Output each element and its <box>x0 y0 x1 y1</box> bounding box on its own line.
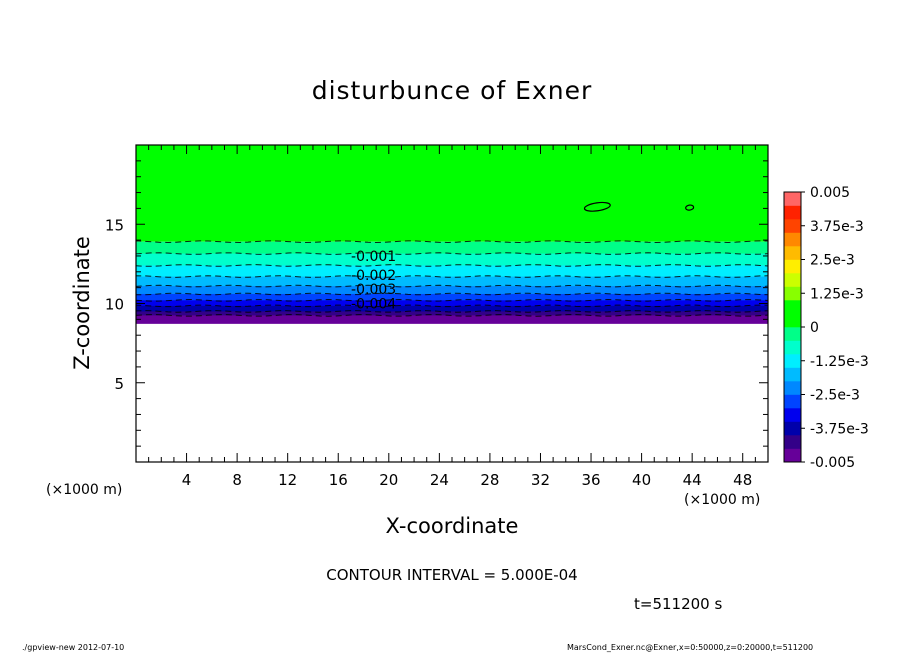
colorbar-swatch <box>784 448 801 463</box>
x-tick-label: 36 <box>581 471 600 489</box>
x-axis-label: X-coordinate <box>385 514 519 538</box>
colorbar-tick-label: -3.75e-3 <box>810 421 869 437</box>
x-tick-label: 44 <box>683 471 702 489</box>
band-fill <box>136 286 768 295</box>
y-tick-label: 5 <box>114 375 124 393</box>
contour-line <box>135 264 769 267</box>
colorbar-swatch <box>784 354 801 368</box>
x-tick-label: 20 <box>379 471 398 489</box>
colorbar-tick-label: 1.25e-3 <box>810 286 864 302</box>
band-fill <box>136 319 768 324</box>
band-fill-top <box>136 145 768 242</box>
colorbar-swatch <box>784 367 801 382</box>
colorbar-swatch <box>784 300 801 314</box>
x-tick-label: 40 <box>632 471 651 489</box>
colorbar-swatch <box>784 327 801 341</box>
band-fill <box>136 305 768 312</box>
colorbar-tick-label: 2.5e-3 <box>810 253 855 269</box>
colorbar-swatch <box>784 246 801 260</box>
contour-label: -0.001 <box>351 249 396 265</box>
colorbar-tick-label: -1.25e-3 <box>810 354 869 370</box>
x-axis-unit: (×1000 m) <box>46 482 123 498</box>
colorbar-swatch <box>784 381 801 395</box>
band-fill <box>136 311 768 316</box>
time-label: t=511200 s <box>634 595 723 613</box>
colorbar-swatch <box>784 394 801 409</box>
band-fill <box>136 300 768 307</box>
y-tick-label: 10 <box>105 296 124 314</box>
contour-line <box>135 299 769 302</box>
band-fill <box>136 253 768 266</box>
colorbar-x-unit: (×1000 m) <box>684 492 761 508</box>
colorbar-swatch <box>784 192 801 206</box>
contour-label: -0.003 <box>351 282 396 298</box>
contour-label: -0.004 <box>351 297 396 313</box>
contour-line <box>135 240 769 243</box>
contour-line <box>135 275 769 278</box>
contour-line <box>135 284 769 288</box>
band-fill <box>136 276 768 287</box>
colorbar-tick-label: 0.005 <box>810 185 850 201</box>
footer-left: ./gpview-new 2012-07-10 <box>22 643 125 652</box>
closed-contour <box>583 201 611 212</box>
colorbar-swatch <box>784 435 801 449</box>
chart-title: disturbunce of Exner <box>311 76 593 105</box>
contour-label: -0.002 <box>351 268 396 284</box>
contour-line <box>135 252 769 255</box>
colorbar-swatch <box>784 408 801 422</box>
band-fill <box>136 293 768 301</box>
colorbar-swatch <box>784 286 801 301</box>
contour-interval-label: CONTOUR INTERVAL = 5.000E-04 <box>326 566 578 584</box>
colorbar-swatch <box>784 421 801 436</box>
footer-right: MarsCond_Exner.nc@Exner,x=0:50000,z=0:20… <box>567 643 814 652</box>
band-fill <box>136 241 768 255</box>
x-tick-label: 16 <box>329 471 348 489</box>
band-fill <box>136 265 768 278</box>
colorbar-swatch <box>784 219 801 233</box>
colorbar-tick-label: 3.75e-3 <box>810 219 864 235</box>
y-axis-label: Z-coordinate <box>70 236 94 370</box>
y-tick-label: 15 <box>105 216 124 234</box>
colorbar-tick-label: 0 <box>810 320 819 336</box>
colorbar-swatch <box>784 340 801 355</box>
x-tick-label: 8 <box>232 471 242 489</box>
x-tick-label: 32 <box>531 471 550 489</box>
x-tick-label: 48 <box>733 471 752 489</box>
colorbar-swatch <box>784 259 801 274</box>
x-tick-label: 12 <box>278 471 297 489</box>
band-fill <box>136 315 768 320</box>
x-tick-label: 28 <box>480 471 499 489</box>
colorbar-tick-label: -2.5e-3 <box>810 388 860 404</box>
x-tick-label: 4 <box>182 471 192 489</box>
contour-line <box>135 310 769 313</box>
colorbar-swatch <box>784 232 801 247</box>
colorbar-tick-label: -0.005 <box>810 455 855 471</box>
contour-line <box>135 314 769 317</box>
colorbar-swatch <box>784 313 801 328</box>
contour-line <box>135 304 769 308</box>
colorbar-swatch <box>784 205 801 220</box>
closed-contour <box>685 204 695 211</box>
contour-line <box>135 292 769 296</box>
x-tick-label: 24 <box>430 471 449 489</box>
colorbar-swatch <box>784 273 801 287</box>
